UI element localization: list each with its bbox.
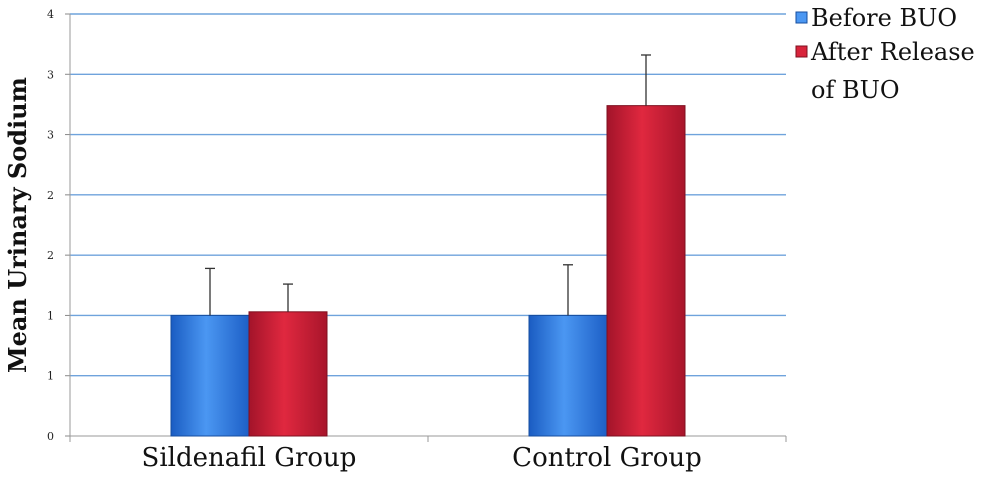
bar-after-release-of-buo (606, 105, 686, 437)
y-tick-label: 1 (47, 370, 54, 383)
x-category-label: Control Group (512, 443, 702, 473)
y-tick-label: 2 (47, 189, 54, 202)
x-category-label: Sildenafil Group (142, 443, 357, 473)
legend: Before BUO After Release of BUO (795, 4, 975, 104)
legend-swatch (795, 11, 808, 24)
bar-before-buo (528, 314, 608, 437)
bar-after-release-of-buo (248, 311, 328, 437)
bar-before-buo (170, 314, 250, 437)
y-axis-title: Mean Urinary Sodium (3, 77, 32, 373)
y-tick-label: 0 (47, 430, 54, 443)
y-tick-label: 3 (47, 129, 54, 142)
y-tick-label: 1 (47, 309, 54, 322)
legend-label: of BUO (811, 76, 900, 104)
y-tick-label: 2 (47, 249, 54, 262)
bars (170, 54, 686, 437)
legend-swatch (795, 45, 808, 58)
labels: 0 1 1 2 2 3 3 4 Sildenafil Group Control Group Mea… (3, 8, 702, 473)
legend-label: After Release (810, 38, 975, 66)
y-tick-label: 3 (47, 68, 54, 81)
legend-label: Before BUO (811, 4, 957, 32)
y-tick-label: 4 (47, 8, 54, 21)
